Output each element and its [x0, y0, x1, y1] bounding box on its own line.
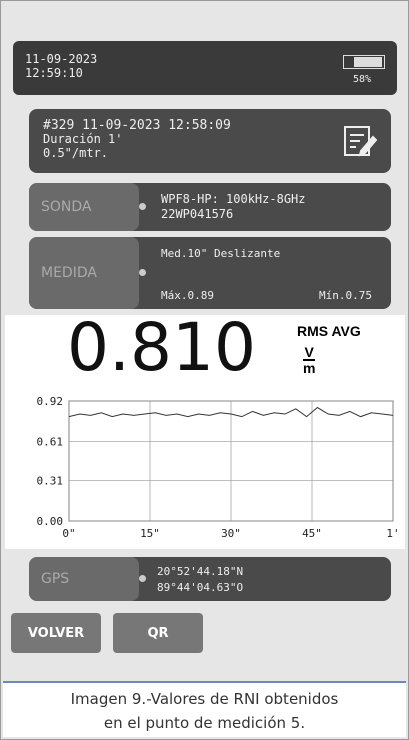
mode: Med.10" Deslizante: [161, 247, 281, 260]
duration: Duración 1': [43, 132, 123, 146]
x-tick-label: 15": [140, 527, 160, 540]
interval: 0.5"/mtr.: [43, 146, 109, 160]
unit-num: V: [303, 344, 316, 361]
battery-icon: [343, 55, 385, 69]
caption-line: Imagen 9.-Valores de RNI obtenidos: [70, 690, 339, 708]
date: 11-09-2023: [25, 52, 98, 66]
bullet: [139, 203, 146, 210]
longitude: 89°44'04.63"O: [157, 581, 244, 594]
back-button[interactable]: VOLVER: [11, 613, 101, 653]
x-tick-label: 0": [62, 527, 75, 540]
sonda-label: SONDA: [29, 183, 139, 231]
battery: 58%: [353, 74, 372, 85]
caption-line: en el punto de medición 5.: [103, 714, 306, 732]
status-bar: 11-09-2023 12:59:10 58%: [13, 41, 397, 95]
time: 12:59:10: [25, 66, 83, 80]
y-tick-label: 0.31: [37, 475, 64, 488]
latitude: 20°52'44.18"N: [157, 565, 244, 578]
chart: 0.00 0.31 0.61 0.92 0" 15" 30" 45" 1': [37, 395, 400, 540]
x-tick-label: 45": [302, 527, 322, 540]
sonda-row[interactable]: SONDA WPF8-HP: 100kHz-8GHz 22WP041576: [29, 183, 391, 231]
data-line: [68, 406, 394, 418]
y-tick-label: 0.00: [37, 515, 64, 528]
y-tick-label: 0.92: [37, 395, 64, 408]
edit-icon: [344, 126, 377, 157]
record-id: #329 11-09-2023 12:58:09: [43, 118, 231, 133]
unit-den: m: [303, 360, 316, 376]
gps-row[interactable]: GPS 20°52'44.18"N 89°44'04.63"O: [29, 557, 391, 601]
caption: Imagen 9.-Valores de RNI obtenidos en el…: [3, 681, 406, 737]
bullet: [139, 575, 146, 582]
reading-mode: RMS AVG: [297, 323, 361, 339]
gps-label: GPS: [29, 557, 139, 601]
probe-model: WPF8-HP: 100kHz-8GHz: [161, 192, 306, 206]
bullet: [139, 269, 146, 276]
probe-serial: 22WP041576: [161, 207, 234, 221]
qr-button[interactable]: QR: [113, 613, 203, 653]
x-tick-label: 30": [221, 527, 241, 540]
max: Máx.0.89: [161, 289, 214, 302]
medida-row[interactable]: MEDIDA Med.10" Deslizante Máx.0.89 Mín.0…: [29, 237, 391, 309]
reading-value: 0.810: [67, 309, 256, 386]
record-panel[interactable]: #329 11-09-2023 12:58:09 Duración 1' 0.5…: [29, 109, 391, 173]
medida-label: MEDIDA: [29, 237, 139, 309]
y-tick-label: 0.61: [37, 435, 64, 448]
x-tick-label: 1': [386, 527, 399, 540]
min: Mín.0.75: [319, 289, 372, 302]
